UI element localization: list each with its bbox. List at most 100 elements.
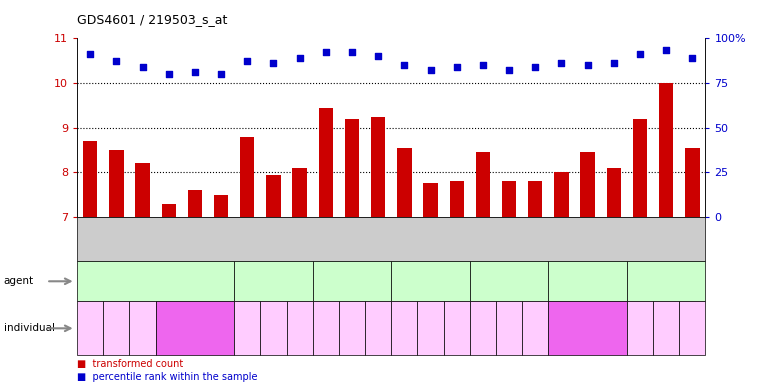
Text: n/a: n/a [190,326,200,331]
Point [424,66,436,73]
Text: untreated control: untreated control [119,277,193,286]
Point [372,53,385,60]
Bar [266,175,281,217]
Bar [423,184,438,217]
Text: tumor necrosis
factor: tumor necrosis factor [635,271,698,291]
Point [110,58,123,64]
Text: GSM866429: GSM866429 [375,218,381,260]
Bar [136,164,150,217]
Point [163,71,175,77]
Bar [659,83,673,217]
Bar [476,152,490,217]
Text: GSM866434: GSM866434 [192,218,198,260]
Text: GSM866441: GSM866441 [454,218,460,260]
Point [660,46,672,53]
Text: interleukin-4: interleukin-4 [404,277,457,286]
Point [136,65,149,71]
Point [294,55,306,61]
Text: subje
ct 3: subje ct 3 [134,323,151,334]
Text: GSM866430: GSM866430 [480,218,486,260]
Text: GSM866440: GSM866440 [428,218,433,260]
Point [84,51,96,57]
Bar [371,116,386,217]
Text: interleukin-13: interleukin-13 [480,277,539,286]
Text: interferon-γ: interferon-γ [327,277,377,286]
Text: subje
ct 1: subje ct 1 [631,323,648,334]
Point [268,60,280,66]
Text: GDS4601 / 219503_s_at: GDS4601 / 219503_s_at [77,13,227,26]
Text: GSM866421: GSM866421 [87,218,93,260]
Bar [83,141,97,217]
Bar [292,168,307,217]
Point [529,65,541,71]
Bar [581,152,595,217]
Point [503,66,515,73]
Text: GSM866439: GSM866439 [402,218,407,260]
Text: GSM866443: GSM866443 [663,218,669,260]
Bar [685,148,699,217]
Point [398,62,410,68]
Text: subje
ct 3: subje ct 3 [684,323,701,334]
Text: GSM866425: GSM866425 [271,218,277,260]
Text: GSM866444: GSM866444 [689,218,695,260]
Text: interferon-α: interferon-α [248,277,298,286]
Point [476,62,489,68]
Point [346,49,359,55]
Text: ■  transformed count: ■ transformed count [77,359,183,369]
Text: subje
ct 1: subje ct 1 [239,323,256,334]
Point [450,65,463,71]
Text: n/a: n/a [583,326,593,331]
Bar [318,108,333,217]
Text: GSM866436: GSM866436 [558,218,564,260]
Text: GSM866433: GSM866433 [166,218,172,260]
Text: GSM866426: GSM866426 [297,218,303,260]
Bar [109,150,123,217]
Text: subje
ct 2: subje ct 2 [422,323,439,334]
Point [320,49,332,55]
Text: subjec
t 3: subjec t 3 [289,323,310,334]
Bar [607,168,621,217]
Text: GSM866432: GSM866432 [532,218,538,260]
Text: GSM866437: GSM866437 [584,218,591,260]
Text: subje
ct 2: subje ct 2 [500,323,517,334]
Bar [162,204,176,217]
Text: subje
ct 1: subje ct 1 [474,323,491,334]
Text: GSM866427: GSM866427 [323,218,328,260]
Text: agent: agent [4,276,34,286]
Text: GSM866438: GSM866438 [611,218,617,260]
Text: GSM866423: GSM866423 [140,218,146,260]
Point [241,58,254,64]
Bar [528,181,543,217]
Text: subje
ct 2: subje ct 2 [265,323,282,334]
Point [686,55,699,61]
Text: ■  percentile rank within the sample: ■ percentile rank within the sample [77,372,258,382]
Point [581,62,594,68]
Text: subje
ct 3: subje ct 3 [448,323,465,334]
Text: subje
ct 1: subje ct 1 [318,323,335,334]
Text: interleukin-17
A: interleukin-17 A [558,271,617,291]
Bar [240,137,254,217]
Bar [449,181,464,217]
Bar [633,119,647,217]
Bar [345,119,359,217]
Text: subjec
t 3: subjec t 3 [525,323,545,334]
Point [215,71,227,77]
Text: GSM866431: GSM866431 [506,218,512,260]
Text: GSM866428: GSM866428 [349,218,355,260]
Text: GSM866422: GSM866422 [113,218,120,260]
Text: subje
ct 2: subje ct 2 [108,323,125,334]
Bar [502,181,517,217]
Point [608,60,620,66]
Point [555,60,567,66]
Point [634,51,646,57]
Text: subje
ct 2: subje ct 2 [344,323,361,334]
Text: subje
ct 2: subje ct 2 [658,323,675,334]
Bar [397,148,412,217]
Text: individual: individual [4,323,55,333]
Text: GSM866424: GSM866424 [244,218,251,260]
Point [189,69,201,75]
Text: GSM866442: GSM866442 [637,218,643,260]
Text: subje
ct 1: subje ct 1 [396,323,412,334]
Bar [554,172,569,217]
Bar [187,190,202,217]
